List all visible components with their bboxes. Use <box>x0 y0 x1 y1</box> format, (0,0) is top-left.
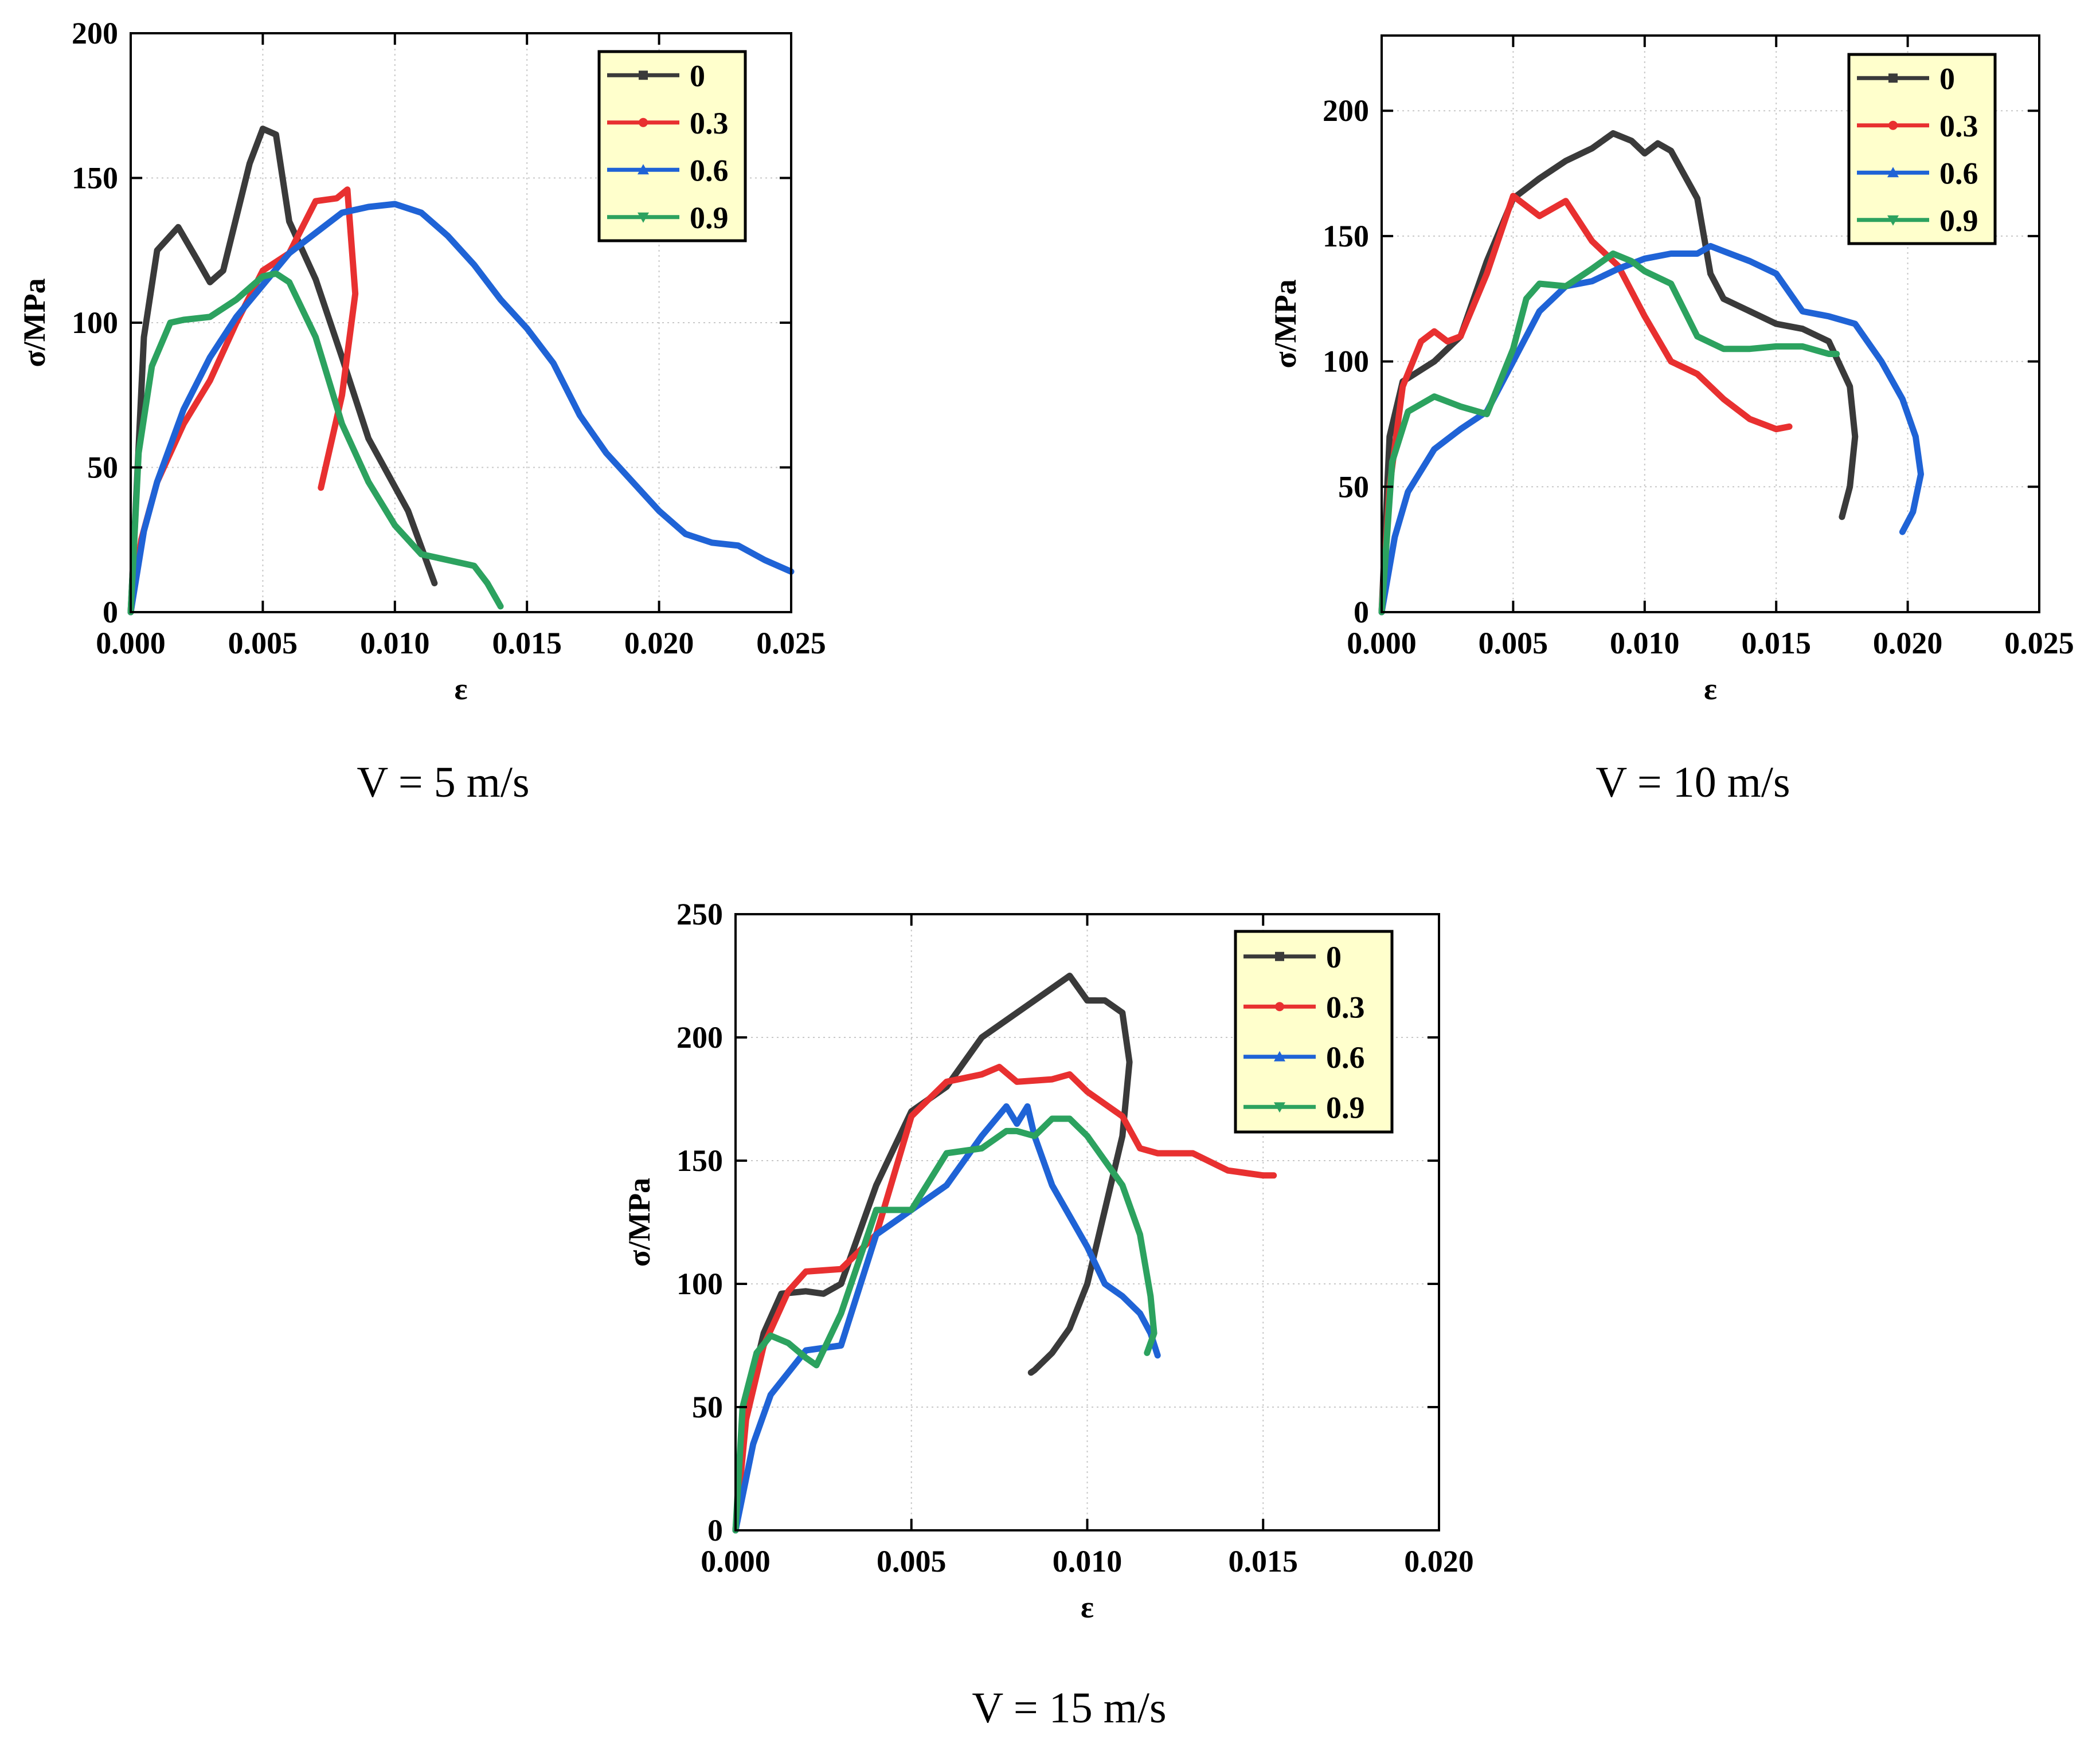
chart-3: 0.000 0.005 0.010 0.015 0.020 0 50 100 150 200 250… <box>622 897 1474 1732</box>
series-line-0.6 <box>127 201 795 616</box>
y-tick-label: 0 <box>1354 595 1369 629</box>
legend-label-0.6: 0.6 <box>690 153 729 187</box>
axes: 0.000 0.005 0.010 0.015 0.020 0.025 0 50 100 150 2… <box>1323 36 2074 660</box>
y-tick-label: 200 <box>72 16 118 50</box>
y-tick-label: 100 <box>1323 344 1369 379</box>
x-tick-label: 0.010 <box>1053 1544 1123 1578</box>
series-line-0.6 <box>1378 242 1924 616</box>
legend-marker-0.6 <box>638 164 649 175</box>
y-tick-label: 100 <box>72 305 118 340</box>
y-tick-label: 50 <box>692 1390 723 1424</box>
series-line-0.3 <box>732 1064 1277 1534</box>
y-tick-label: 150 <box>1323 219 1369 253</box>
legend-label-0.9: 0.9 <box>1326 1090 1365 1125</box>
legend-label-0.3: 0.3 <box>1326 990 1365 1024</box>
chart-caption: V = 10 m/s <box>1595 758 1790 806</box>
legend-label-0: 0 <box>1326 940 1342 974</box>
y-tick-label: 0 <box>707 1513 723 1548</box>
y-tick-label: 150 <box>676 1143 723 1178</box>
legend-label-0.6: 0.6 <box>1939 156 1978 190</box>
x-tick-label: 0.000 <box>1347 626 1417 660</box>
y-axis-title: σ/MPa <box>17 278 52 367</box>
x-tick-label: 0.020 <box>624 626 694 660</box>
legend-marker-0.9 <box>1274 1102 1285 1113</box>
legend-marker-0.9 <box>1887 215 1899 226</box>
series-line-0.9 <box>127 270 504 616</box>
series-group <box>1378 130 1924 616</box>
series-group <box>127 126 795 616</box>
legend: 0 0.3 0.6 0.9 <box>1234 930 1394 1134</box>
x-tick-label: 0.020 <box>1873 626 1943 660</box>
legend-label-0.6: 0.6 <box>1326 1040 1365 1075</box>
legend-box <box>1847 53 1997 245</box>
legend-marker-0 <box>1888 73 1898 83</box>
legend: 0 0.3 0.6 0.9 <box>597 50 747 242</box>
x-tick-label: 0.020 <box>1404 1544 1474 1578</box>
chart-2: 0.000 0.005 0.010 0.015 0.020 0.025 0 50 100 150 2… <box>1268 34 2074 806</box>
chart-1: 0.000 0.005 0.010 0.015 0.020 0.025 0 50 100 150 2… <box>17 16 826 806</box>
series-group <box>732 973 1277 1534</box>
legend-box <box>1234 930 1394 1134</box>
series-line-0 <box>127 126 438 616</box>
plot-frame <box>1381 34 2040 613</box>
x-tick-label: 0.015 <box>1741 626 1811 660</box>
x-tick-label: 0.015 <box>1229 1544 1299 1578</box>
chart-caption: V = 15 m/s <box>972 1684 1166 1732</box>
x-axis-title: ε <box>1704 672 1717 706</box>
x-tick-label: 0.025 <box>2004 626 2074 660</box>
series-line-0 <box>732 973 1133 1534</box>
legend: 0 0.3 0.6 0.9 <box>1847 53 1997 245</box>
series-line-0.9 <box>1378 250 1840 616</box>
legend-marker-0.3 <box>1888 120 1898 130</box>
y-tick-label: 50 <box>1338 469 1369 504</box>
y-tick-label: 0 <box>103 595 118 629</box>
grid <box>131 33 791 612</box>
legend-marker-0.3 <box>1275 1002 1284 1012</box>
chart-caption: V = 5 m/s <box>357 758 529 806</box>
x-tick-label: 0.005 <box>1479 626 1548 660</box>
legend-marker-0 <box>1275 951 1284 961</box>
legend-marker-0.6 <box>1274 1051 1285 1061</box>
y-axis-title: σ/MPa <box>622 1178 656 1267</box>
legend-label-0.9: 0.9 <box>1939 203 1978 238</box>
y-tick-label: 50 <box>87 451 118 485</box>
x-axis-title: ε <box>454 672 467 706</box>
x-tick-label: 0.015 <box>492 626 562 660</box>
y-axis-title: σ/MPa <box>1268 279 1303 368</box>
legend-label-0.9: 0.9 <box>690 201 729 235</box>
legend-label-0.3: 0.3 <box>690 106 729 140</box>
legend-label-0: 0 <box>690 58 705 93</box>
y-tick-label: 200 <box>1323 93 1369 128</box>
x-tick-label: 0.025 <box>756 626 826 660</box>
x-tick-label: 0.010 <box>1610 626 1680 660</box>
series-line-0.6 <box>732 1103 1161 1534</box>
x-tick-label: 0.005 <box>228 626 298 660</box>
x-tick-label: 0.005 <box>877 1544 947 1578</box>
axes: 0.000 0.005 0.010 0.015 0.020 0 50 100 150 200 250 <box>676 897 1474 1578</box>
x-tick-label: 0.000 <box>96 626 166 660</box>
x-axis-title: ε <box>1081 1590 1094 1624</box>
legend-label-0: 0 <box>1939 61 1955 96</box>
legend-box <box>597 50 747 242</box>
y-tick-label: 150 <box>72 161 118 195</box>
legend-marker-0 <box>639 70 648 80</box>
series-line-0.9 <box>732 1115 1157 1534</box>
x-tick-label: 0.000 <box>701 1544 771 1578</box>
legend-label-0.3: 0.3 <box>1939 109 1978 143</box>
y-tick-label: 250 <box>676 897 723 931</box>
legend-marker-0.3 <box>639 117 648 127</box>
y-tick-label: 200 <box>676 1020 723 1055</box>
legend-marker-0.6 <box>1887 167 1899 178</box>
series-line-0.3 <box>1378 193 1793 616</box>
axes: 0.000 0.005 0.010 0.015 0.020 0.025 0 50 100 150 2… <box>72 16 826 660</box>
y-tick-label: 100 <box>676 1267 723 1301</box>
x-tick-label: 0.010 <box>360 626 430 660</box>
legend-marker-0.9 <box>638 212 649 223</box>
